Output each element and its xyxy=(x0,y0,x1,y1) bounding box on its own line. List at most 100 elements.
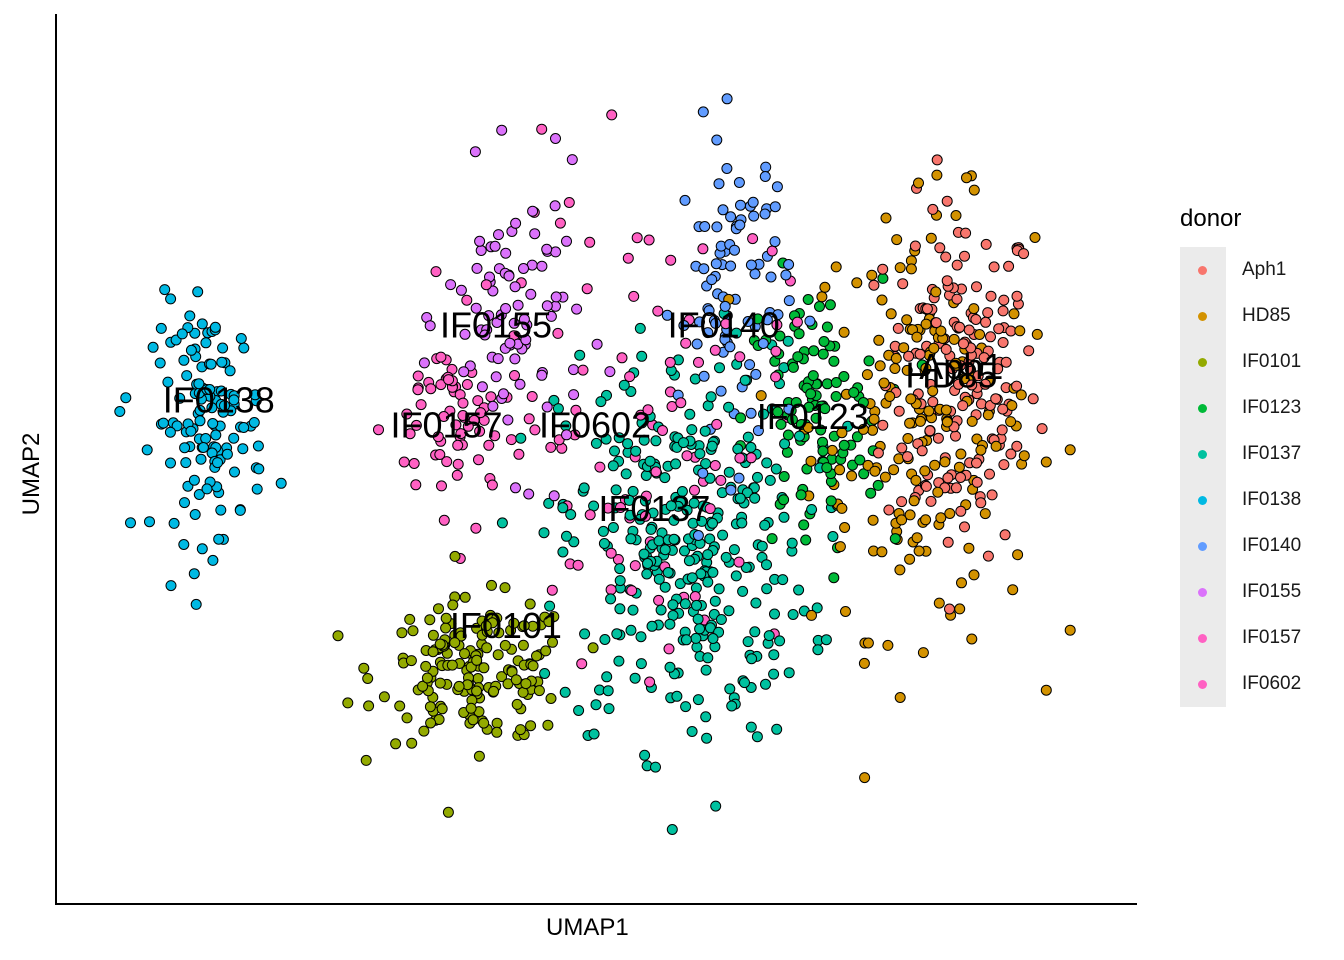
legend-item-if0101: IF0101 xyxy=(1180,339,1340,385)
data-point-if0101 xyxy=(433,603,444,615)
data-point-if0137 xyxy=(763,630,775,642)
data-point-aph1 xyxy=(971,457,982,469)
data-point-if0140 xyxy=(692,530,704,541)
data-point-if0137 xyxy=(686,572,698,584)
data-point-if0101 xyxy=(427,646,439,658)
data-point-if0137 xyxy=(787,609,799,620)
data-point-if0140 xyxy=(783,295,795,307)
data-point-aph1 xyxy=(978,352,990,364)
legend: donor Aph1 HD85 IF0101 IF0123 IF0137 IF0138 IF… xyxy=(1180,205,1301,707)
data-point-if0123 xyxy=(857,397,869,408)
data-point-if0602 xyxy=(664,356,676,368)
data-point-aph1 xyxy=(966,379,978,391)
data-point-if0137 xyxy=(662,567,674,578)
data-point-if0137 xyxy=(806,504,818,515)
data-point-aph1 xyxy=(958,338,969,350)
data-point-if0157 xyxy=(485,391,497,403)
data-point-hd85 xyxy=(968,303,980,315)
data-point-if0101 xyxy=(488,685,500,697)
data-point-if0137 xyxy=(745,721,757,733)
data-point-if0602 xyxy=(470,522,482,534)
data-point-if0155 xyxy=(561,429,572,441)
data-point-if0138 xyxy=(221,448,233,460)
data-point-aph1 xyxy=(1027,393,1039,405)
data-point-aph1 xyxy=(955,472,966,483)
data-point-if0602 xyxy=(554,217,566,229)
data-point-aph1 xyxy=(997,305,1009,317)
data-point-if0140 xyxy=(711,134,723,146)
data-point-hd85 xyxy=(1031,328,1043,340)
data-point-if0101 xyxy=(434,638,446,650)
data-point-aph1 xyxy=(975,398,987,410)
data-point-if0602 xyxy=(570,404,582,416)
data-point-if0123 xyxy=(790,397,802,408)
data-point-if0137 xyxy=(679,598,691,610)
data-point-if0123 xyxy=(772,406,784,418)
data-point-if0137 xyxy=(642,558,653,569)
data-point-hd85 xyxy=(920,514,932,526)
data-point-if0602 xyxy=(639,510,651,522)
data-point-if0137 xyxy=(723,401,735,413)
data-point-aph1 xyxy=(997,337,1009,348)
cluster-label-if0140: IF0140 xyxy=(668,304,780,345)
data-point-if0602 xyxy=(675,397,687,409)
data-point-aph1 xyxy=(998,459,1010,471)
data-point-if0137 xyxy=(600,433,612,445)
data-point-if0602 xyxy=(681,450,693,462)
data-point-if0137 xyxy=(739,374,751,386)
data-point-hd85 xyxy=(920,318,932,330)
data-point-if0138 xyxy=(235,333,247,344)
data-point-hd85 xyxy=(913,177,924,189)
data-point-hd85 xyxy=(879,471,891,483)
data-point-if0138 xyxy=(144,516,155,528)
data-point-if0140 xyxy=(804,315,816,327)
data-point-if0137 xyxy=(713,583,725,595)
data-point-hd85 xyxy=(944,508,956,519)
data-point-if0138 xyxy=(120,392,132,404)
data-point-if0140 xyxy=(725,260,737,272)
data-point-if0157 xyxy=(441,456,453,468)
data-point-if0155 xyxy=(500,303,512,314)
data-point-hd85 xyxy=(901,364,913,376)
data-point-if0140 xyxy=(706,274,718,286)
data-point-if0140 xyxy=(744,359,756,371)
data-point-if0157 xyxy=(480,279,492,291)
cluster-label-if0157: IF0157 xyxy=(390,404,502,445)
data-point-if0101 xyxy=(520,678,532,690)
data-point-if0137 xyxy=(667,599,679,611)
data-point-hd85 xyxy=(868,413,880,425)
data-point-if0101 xyxy=(525,720,537,732)
data-point-hd85 xyxy=(902,433,914,444)
data-point-if0123 xyxy=(828,572,840,584)
data-point-if0137 xyxy=(613,655,625,667)
data-point-if0155 xyxy=(550,133,561,144)
data-point-if0137 xyxy=(724,683,736,695)
data-point-hd85 xyxy=(834,541,846,553)
data-point-if0137 xyxy=(623,494,635,506)
data-point-if0137 xyxy=(723,466,735,478)
data-point-if0155 xyxy=(500,247,512,259)
data-point-if0137 xyxy=(598,538,610,549)
data-point-if0140 xyxy=(711,221,723,233)
data-point-if0137 xyxy=(595,396,607,408)
data-point-if0137 xyxy=(634,322,646,334)
data-point-if0140 xyxy=(750,368,762,380)
data-point-if0137 xyxy=(625,624,637,636)
data-point-hd85 xyxy=(862,637,874,649)
data-point-if0138 xyxy=(201,483,213,495)
data-point-aph1 xyxy=(950,482,962,494)
data-point-if0123 xyxy=(774,330,786,342)
data-point-if0123 xyxy=(792,351,804,363)
data-point-hd85 xyxy=(876,546,888,558)
data-point-if0101 xyxy=(362,673,374,684)
data-point-hd85 xyxy=(905,263,917,275)
data-point-if0137 xyxy=(760,678,771,690)
data-point-hd85 xyxy=(874,360,886,372)
data-point-hd85 xyxy=(889,363,901,374)
data-point-hd85 xyxy=(858,657,870,669)
data-point-if0137 xyxy=(820,634,832,646)
data-point-if0137 xyxy=(692,613,704,625)
data-point-if0101 xyxy=(540,645,552,657)
data-point-if0137 xyxy=(659,581,671,593)
data-point-if0101 xyxy=(459,648,470,660)
